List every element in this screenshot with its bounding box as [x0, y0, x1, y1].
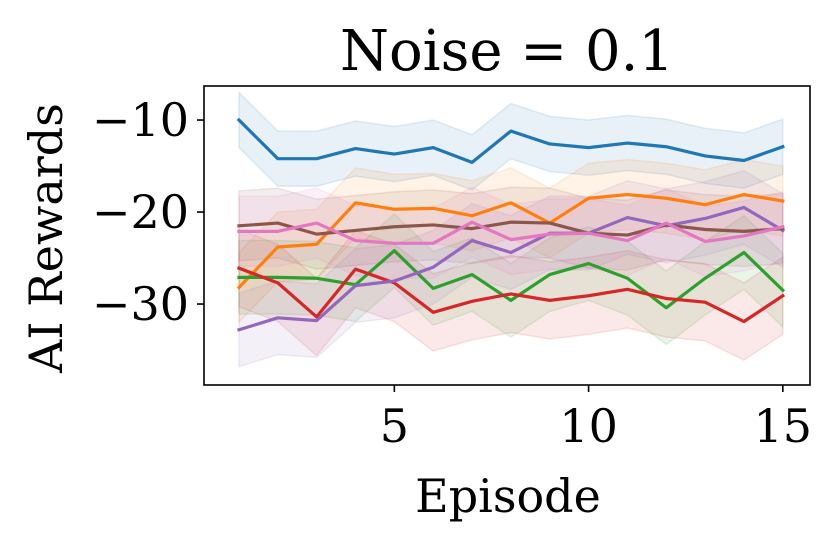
confidence-bands — [238, 90, 784, 368]
series-line-purple — [236, 205, 785, 332]
band-purple — [238, 169, 784, 368]
series-line-pink — [237, 220, 785, 245]
y-tick-label: −10 — [92, 93, 189, 147]
band-brown — [238, 186, 784, 271]
chart-title: Noise = 0.1 — [340, 19, 674, 84]
series-line-red — [236, 266, 786, 324]
x-tick-label: 5 — [380, 399, 409, 453]
x-axis-label: Episode — [415, 469, 601, 523]
x-tick-label: 10 — [559, 399, 618, 453]
series-lines — [236, 117, 786, 332]
y-tick-label: −20 — [92, 185, 189, 239]
x-axis-ticks: 5 10 15 — [380, 385, 812, 453]
band-green — [238, 212, 784, 346]
x-tick-label: 15 — [754, 399, 813, 453]
y-axis-ticks: −10 −20 −30 — [92, 93, 204, 331]
band-blue — [238, 90, 784, 191]
series-line-blue — [236, 117, 785, 164]
y-axis-label: AI Rewards — [19, 103, 73, 374]
series-line-green — [237, 249, 786, 310]
series-line-brown — [237, 220, 785, 237]
plot-frame — [203, 85, 811, 386]
y-tick-label: −30 — [92, 277, 189, 331]
